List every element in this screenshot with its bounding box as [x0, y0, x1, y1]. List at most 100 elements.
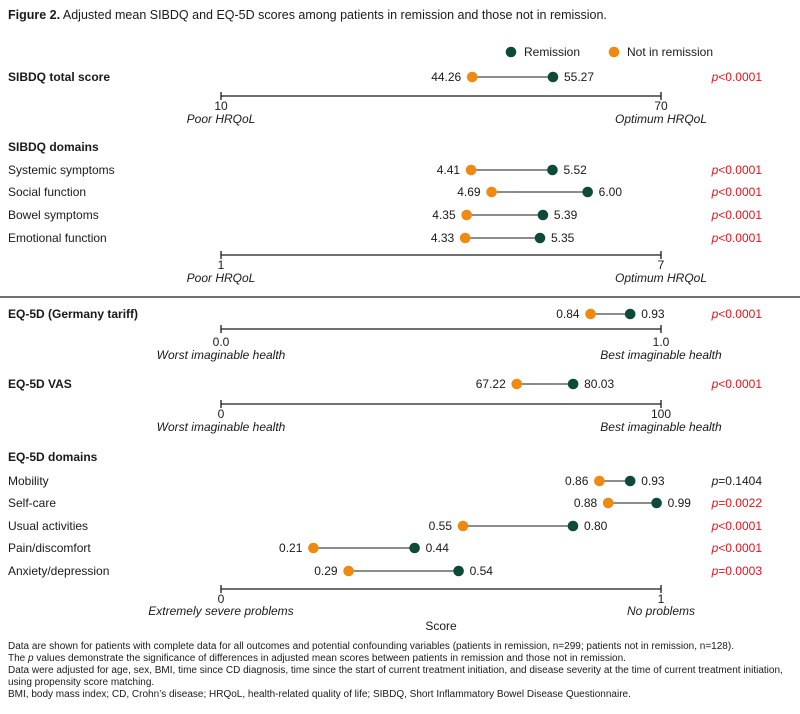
figure-label: Figure 2. — [8, 8, 61, 22]
legend-remission-label: Remission — [524, 45, 580, 59]
panel-heading: EQ-5D domains — [8, 450, 98, 464]
figure-title-text: Adjusted mean SIBDQ and EQ-5D scores amo… — [62, 8, 607, 22]
p-value-symbol: p — [711, 541, 719, 555]
axis-tick-label: 1 — [658, 592, 665, 606]
footnote-data-source: Data are shown for patients with complet… — [8, 641, 734, 652]
dumbbell-row: Bowel symptoms 4.35 5.39 p<0.0001 — [8, 208, 762, 222]
not-in-remission-point — [459, 232, 471, 244]
not-in-remission-value-label: 4.41 — [437, 163, 461, 177]
axis-tick-label: 70 — [654, 99, 668, 113]
dumbbell-row: 67.22 80.03 p<0.0001 — [476, 377, 763, 391]
remission-point — [567, 520, 579, 532]
not-in-remission-point — [343, 565, 354, 577]
row-label: Self-care — [8, 496, 56, 510]
remission-value-label: 55.27 — [564, 70, 594, 84]
remission-point — [534, 232, 546, 244]
p-value: p<0.0001 — [711, 208, 763, 222]
p-value: p<0.0001 — [711, 519, 763, 533]
axis-anchor-label: Worst imaginable health — [157, 348, 286, 362]
dumbbell-row: Mobility 0.86 0.93 p=0.1404 — [8, 474, 762, 488]
not-in-remission-point — [461, 209, 472, 221]
p-value-symbol: p — [711, 474, 719, 488]
remission-point — [624, 475, 636, 487]
not-in-remission-value-label: 0.86 — [565, 474, 589, 488]
remission-value-label: 0.99 — [668, 496, 692, 510]
not-in-remission-point — [585, 308, 596, 320]
panel-heading: SIBDQ domains — [8, 140, 99, 154]
not-in-remission-point — [602, 497, 614, 509]
remission-value-label: 5.52 — [563, 163, 587, 177]
panel: EQ-5D VAS 67.22 80.03 p<0.0001 0 100 Worst ima… — [8, 377, 762, 434]
not-in-remission-point — [466, 71, 478, 83]
row-label: Anxiety/depression — [8, 564, 109, 578]
dumbbell-row: Self-care 0.88 0.99 p=0.0022 — [8, 496, 762, 510]
row-label: Usual activities — [8, 519, 88, 533]
not-in-remission-point — [457, 520, 469, 532]
not-in-remission-point — [465, 164, 477, 176]
axis-anchor-label: Poor HRQoL — [187, 112, 256, 126]
axis-tick-label: 7 — [658, 258, 665, 272]
legend-not-in-remission-marker — [608, 46, 620, 58]
p-value-symbol: p — [711, 377, 719, 391]
p-value: p<0.0001 — [711, 307, 763, 321]
axis-tick-label: 0 — [218, 407, 225, 421]
p-value: p<0.0001 — [711, 231, 763, 245]
p-value-number: <0.0001 — [718, 519, 762, 533]
remission-value-label: 0.93 — [641, 307, 665, 321]
p-value-number: <0.0001 — [718, 70, 762, 84]
dumbbell-row: Anxiety/depression 0.29 0.54 p=0.0003 — [8, 564, 762, 578]
remission-point — [624, 308, 636, 320]
remission-point — [567, 378, 579, 390]
remission-value-label: 0.54 — [470, 564, 494, 578]
axis-anchor-label: Optimum HRQoL — [615, 112, 707, 126]
remission-point — [651, 497, 662, 509]
footnote-p-values: The p values demonstrate the significanc… — [8, 653, 626, 665]
remission-value-label: 0.44 — [426, 541, 450, 555]
footnotes: Data are shown for patients with complet… — [8, 641, 794, 701]
not-in-remission-value-label: 44.26 — [431, 70, 461, 84]
not-in-remission-value-label: 0.55 — [429, 519, 453, 533]
not-in-remission-value-label: 0.84 — [556, 307, 580, 321]
remission-value-label: 0.80 — [584, 519, 608, 533]
remission-point — [409, 542, 420, 554]
axis-anchor-label: Optimum HRQoL — [615, 271, 707, 285]
row-label: Pain/discomfort — [8, 541, 91, 555]
row-label: Emotional function — [8, 231, 107, 245]
row-label: Social function — [8, 185, 86, 199]
remission-value-label: 6.00 — [599, 185, 623, 199]
p-value-symbol: p — [711, 519, 719, 533]
axis-anchor-label: Extremely severe problems — [148, 604, 293, 618]
axis-tick-label: 100 — [651, 407, 671, 421]
p-value-number: <0.0001 — [718, 377, 762, 391]
p-value: p<0.0001 — [711, 541, 763, 555]
remission-point — [547, 164, 558, 176]
p-value: p<0.0001 — [711, 70, 763, 84]
row-label: Bowel symptoms — [8, 208, 99, 222]
footnote-abbreviations: BMI, body mass index; CD, Crohn’s diseas… — [8, 689, 631, 701]
remission-value-label: 5.35 — [551, 231, 575, 245]
figure-title: Figure 2. Adjusted mean SIBDQ and EQ-5D … — [8, 8, 607, 22]
panel: EQ-5D (Germany tariff) 0.84 0.93 p<0.00010.… — [8, 307, 762, 362]
p-value-symbol: p — [711, 70, 719, 84]
footnote-adjustment: Data were adjusted for age, sex, BMI, ti… — [8, 665, 783, 689]
p-value-number: =0.1404 — [718, 474, 762, 488]
p-value: p<0.0001 — [711, 377, 763, 391]
p-value-number: =0.0022 — [718, 496, 762, 510]
not-in-remission-value-label: 67.22 — [476, 377, 506, 391]
dumbbell-row: Emotional function 4.33 5.35 p<0.0001 — [8, 231, 762, 245]
p-value-number: <0.0001 — [718, 185, 762, 199]
axis-anchor-label: Best imaginable health — [600, 348, 722, 362]
p-value-symbol: p — [711, 208, 719, 222]
panel: SIBDQ total score 44.26 55.27 p<0.0001 10 70 P… — [8, 70, 762, 126]
remission-value-label: 0.93 — [641, 474, 665, 488]
axis-tick-label: 0.0 — [213, 335, 230, 349]
not-in-remission-point — [594, 475, 605, 487]
not-in-remission-value-label: 0.21 — [279, 541, 303, 555]
p-value-number: <0.0001 — [718, 163, 762, 177]
p-value-number: <0.0001 — [718, 231, 762, 245]
remission-point — [582, 186, 593, 198]
p-value-symbol: p — [711, 307, 719, 321]
p-value: p<0.0001 — [711, 163, 763, 177]
remission-point — [547, 71, 559, 83]
row-label: Mobility — [8, 474, 49, 488]
